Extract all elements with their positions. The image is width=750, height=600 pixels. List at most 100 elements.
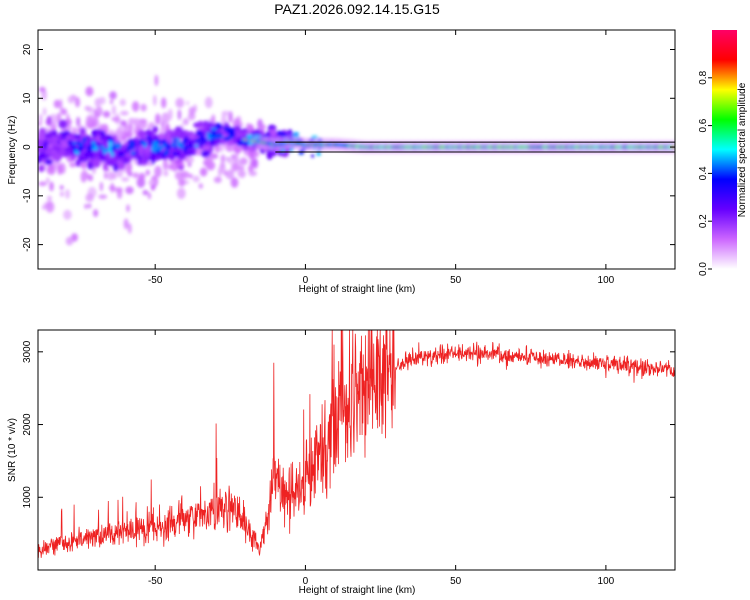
spectrogram-cell xyxy=(259,129,264,135)
spectrogram-cell xyxy=(51,146,62,151)
spectrogram-cell xyxy=(108,186,116,190)
spectrogram-cell xyxy=(51,142,58,148)
spectrogram-cell xyxy=(249,159,257,167)
spectrogram-cell xyxy=(123,218,129,230)
spectrogram-cell xyxy=(138,145,144,154)
spectrogram-cell xyxy=(76,116,81,127)
snr-line xyxy=(38,330,675,558)
spectrogram-cell xyxy=(152,126,159,134)
spectrogram-cell xyxy=(165,144,171,150)
colorbar-tick-label: 0.2 xyxy=(698,214,709,228)
spectrogram-cell xyxy=(154,165,162,178)
spectrogram-cell xyxy=(233,131,244,138)
spectrogram-cell xyxy=(38,138,44,147)
colorbar-label: Normalized spectral amplitude xyxy=(737,82,748,217)
spectrogram-cell xyxy=(53,99,61,109)
spectrogram-cell xyxy=(82,136,87,144)
spectrogram-cell xyxy=(230,177,239,188)
y-tick-label: 2000 xyxy=(22,413,33,436)
spectrogram-x-ticks: -50 0 50 100 xyxy=(148,30,615,286)
spectrogram-cell xyxy=(85,193,94,202)
spectrogram-cell xyxy=(91,119,96,126)
spectrogram-cell xyxy=(104,171,107,180)
spectrogram-cell xyxy=(69,162,77,168)
spectrogram-cell xyxy=(111,147,114,152)
spectrogram-cell xyxy=(178,178,186,187)
spectrogram-cell xyxy=(210,127,218,131)
spectrogram-cell xyxy=(155,113,161,125)
spectrogram-cell xyxy=(169,130,175,136)
spectrogram-cell xyxy=(125,186,134,195)
spectrogram-cell xyxy=(127,223,132,234)
spectrogram-cell xyxy=(38,122,43,127)
spectrogram-cell xyxy=(91,129,97,138)
spectrogram-cell xyxy=(225,169,235,180)
spectrogram-cell xyxy=(102,110,111,118)
spectrogram-cell xyxy=(126,204,130,213)
spectrogram-cell xyxy=(187,156,194,163)
spectrogram-cell xyxy=(162,158,168,171)
spectrogram-cell xyxy=(238,171,246,179)
spectrogram-cell xyxy=(292,132,300,136)
spectrogram-cell xyxy=(217,132,222,139)
spectrogram-cell xyxy=(49,113,58,126)
spectrogram-cell xyxy=(160,145,165,149)
spectrogram-cell xyxy=(220,154,226,163)
spectrogram-cell xyxy=(171,151,178,155)
spectrogram-cell xyxy=(109,99,114,105)
spectrogram-cell xyxy=(114,143,122,149)
spectrogram-cell xyxy=(196,130,202,137)
spectrogram-cell xyxy=(228,111,233,123)
x-tick-label: 50 xyxy=(450,576,462,587)
spectrogram-cell xyxy=(58,119,68,129)
colorbar-tick-label: 0.0 xyxy=(698,262,709,276)
spectrogram-cell xyxy=(128,162,133,172)
snr-y-label: SNR (10 * v/v) xyxy=(7,418,18,482)
y-tick-label: 1000 xyxy=(22,486,33,509)
spectrogram-cell xyxy=(111,116,120,122)
spectrogram-cell xyxy=(239,157,248,166)
spectrogram-cell xyxy=(206,160,211,170)
spectrogram-cell xyxy=(106,171,115,181)
spectrogram-cell xyxy=(142,189,149,196)
spectrogram-cell xyxy=(109,91,117,100)
spectrogram-cell xyxy=(59,191,64,197)
spectrogram-cell xyxy=(145,169,150,176)
spectrogram-cell xyxy=(184,157,189,163)
colorbar-tick-label: 0.6 xyxy=(698,118,709,132)
spectrogram-cell xyxy=(120,145,127,150)
spectrogram-cell xyxy=(174,146,178,150)
spectrogram-cell xyxy=(175,97,185,108)
spectrogram-cell xyxy=(170,142,177,148)
spectrogram-cell xyxy=(59,98,63,111)
spectrogram-cell xyxy=(154,74,159,87)
spectrogram-cell xyxy=(188,106,196,116)
y-tick-label: 10 xyxy=(22,92,33,104)
spectrogram-cell xyxy=(211,114,216,124)
spectrogram-cell xyxy=(74,97,81,108)
spectrogram-y-label: Frequency (Hz) xyxy=(7,116,18,185)
y-tick-label: 0 xyxy=(22,144,33,150)
spectrogram-cell xyxy=(183,137,188,144)
spectrogram-cell xyxy=(45,201,55,213)
spectrogram-cell xyxy=(194,144,199,149)
spectrogram-y-ticks: -20 -10 0 10 20 xyxy=(22,44,675,252)
spectrogram-cell xyxy=(192,175,200,183)
spectrogram-cell xyxy=(213,176,222,183)
spectrogram-cell xyxy=(67,139,73,147)
spectrogram-cell xyxy=(228,131,236,138)
spectrogram-cell xyxy=(84,105,91,111)
spectrogram-cell xyxy=(57,164,63,176)
spectrogram-cell xyxy=(46,147,54,152)
spectrogram-x-label: Height of straight line (km) xyxy=(299,284,416,295)
spectrogram-cell xyxy=(141,140,145,146)
spectrogram-cell xyxy=(188,133,196,140)
spectrogram-cell xyxy=(200,150,211,158)
spectrogram-frame xyxy=(37,29,676,270)
spectrogram-cell xyxy=(110,152,115,157)
spectrogram-cell xyxy=(163,170,169,177)
spectrogram-cell xyxy=(140,103,147,112)
spectrogram-cell xyxy=(232,162,239,172)
spectrogram-panel: -50 0 50 100 -20 -10 0 10 20 Height of straight… xyxy=(7,29,676,295)
spectrogram-cell xyxy=(204,96,213,109)
